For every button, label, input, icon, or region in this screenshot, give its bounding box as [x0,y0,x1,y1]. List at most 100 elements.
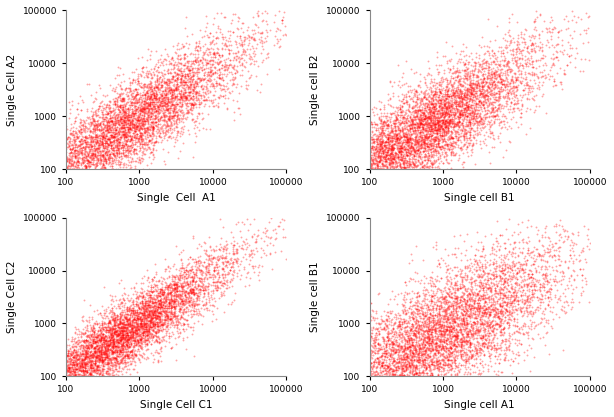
Point [372,121,382,128]
Point [164,113,174,120]
Point [445,319,454,326]
Point [112,137,122,143]
Point [80,364,90,371]
Point [517,312,527,319]
Point [175,95,185,102]
Point [146,313,156,319]
Point [449,96,459,103]
Point [104,364,114,371]
Point [170,289,180,295]
Point [397,91,406,98]
Point [376,138,386,144]
Point [538,270,548,277]
Point [418,162,428,169]
Point [538,91,548,98]
Point [389,119,399,126]
Point [127,325,137,332]
Point [408,98,418,104]
Point [133,339,142,345]
Point [112,340,122,347]
Point [470,103,480,110]
Point [153,139,163,146]
Point [527,249,537,255]
Point [131,316,141,323]
Point [216,29,225,35]
Point [491,345,501,352]
Point [171,100,181,107]
Point [451,333,461,339]
Point [422,108,432,115]
Point [368,160,378,166]
Point [443,98,453,104]
Point [188,68,198,75]
Point [236,272,246,279]
Point [95,328,104,334]
Point [373,141,383,148]
Point [103,345,112,352]
Point [122,99,132,106]
Point [485,88,495,95]
Point [392,111,402,117]
Point [119,356,128,363]
Point [547,62,557,68]
Point [69,358,79,365]
Point [96,141,106,147]
Point [167,73,177,79]
Point [88,133,98,140]
Point [182,72,192,78]
Point [82,368,91,374]
Point [138,330,147,337]
Point [77,159,87,166]
Point [435,344,445,351]
Point [140,298,150,304]
Point [375,346,385,352]
Point [115,134,125,141]
Point [179,92,188,98]
Point [123,111,133,117]
Point [471,72,481,78]
Point [380,112,390,119]
Point [429,109,438,116]
Point [411,130,421,136]
Point [410,269,420,275]
Point [99,161,109,167]
Point [150,295,160,302]
Point [464,328,473,334]
Point [439,356,449,363]
Point [119,321,128,327]
Point [387,329,397,335]
Point [389,159,398,166]
Point [98,337,107,344]
Point [515,55,525,61]
Point [524,50,534,56]
Point [192,269,201,276]
Point [181,288,190,294]
Point [134,356,144,362]
Point [182,86,192,93]
Point [411,97,421,104]
Point [241,78,251,84]
Point [499,286,508,293]
Point [446,98,456,104]
Point [456,121,466,127]
Point [141,320,150,327]
Point [131,318,141,325]
Point [500,293,510,300]
Point [187,79,196,85]
Point [155,314,165,320]
Point [375,146,385,153]
Point [426,298,436,304]
Point [475,61,485,68]
Point [123,332,133,338]
Point [214,256,224,263]
Point [451,134,461,141]
Point [74,123,84,129]
Point [448,83,458,90]
Point [418,110,428,116]
Point [414,103,424,109]
Point [119,107,128,114]
Point [430,344,440,351]
Point [379,159,389,166]
Point [130,322,140,329]
Point [65,365,75,372]
